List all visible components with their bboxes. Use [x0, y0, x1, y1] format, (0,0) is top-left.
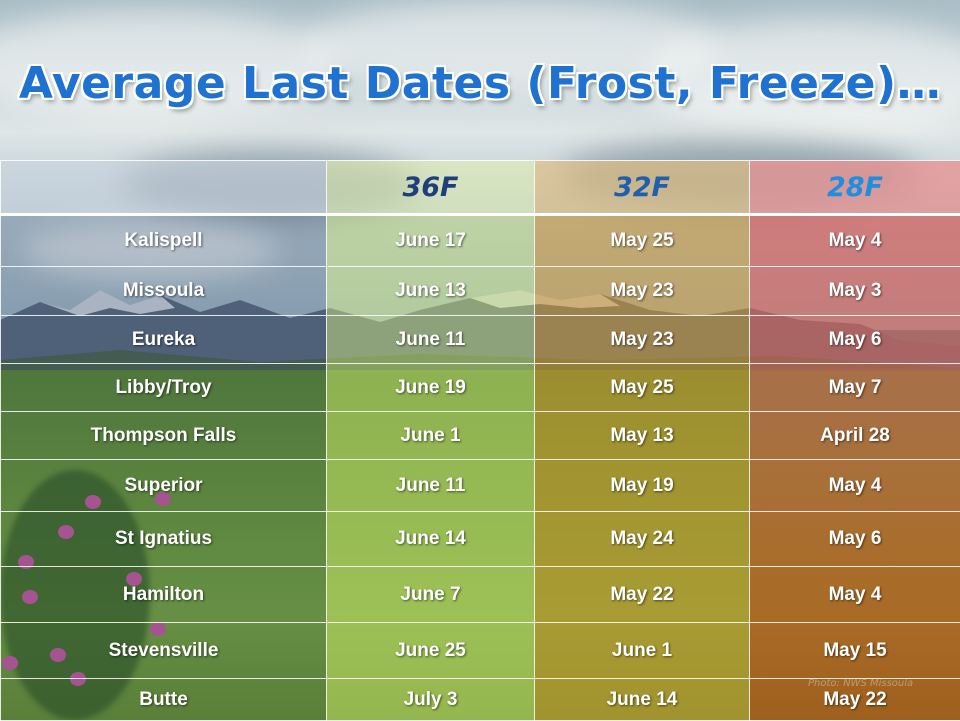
- date-36f-cell: June 17: [327, 215, 535, 267]
- photo-credit: Photo: NWS Missoula: [808, 678, 913, 689]
- location-cell: Stevensville: [1, 623, 327, 679]
- location-cell: Libby/Troy: [1, 364, 327, 412]
- location-cell: Butte: [1, 679, 327, 721]
- header-row: 36F 32F 28F: [1, 161, 960, 215]
- date-32f-cell: June 1: [535, 623, 750, 679]
- date-28f-cell: April 28: [750, 412, 960, 460]
- location-cell: St Ignatius: [1, 512, 327, 567]
- col-header-32f: 32F: [535, 161, 750, 215]
- date-36f-cell: June 7: [327, 567, 535, 623]
- date-28f-cell: May 6: [750, 316, 960, 364]
- location-header-cell: [1, 161, 327, 215]
- date-32f-cell: May 22: [535, 567, 750, 623]
- slide-title: Average Last Dates (Frost, Freeze)…: [0, 58, 960, 109]
- date-32f-cell: June 14: [535, 679, 750, 721]
- date-28f-cell: May 4: [750, 567, 960, 623]
- date-36f-cell: June 11: [327, 460, 535, 512]
- col-header-28f: 28F: [750, 161, 960, 215]
- date-32f-cell: May 24: [535, 512, 750, 567]
- date-28f-cell: May 7: [750, 364, 960, 412]
- date-36f-cell: July 3: [327, 679, 535, 721]
- date-32f-cell: May 23: [535, 267, 750, 316]
- location-cell: Eureka: [1, 316, 327, 364]
- date-28f-cell: May 6: [750, 512, 960, 567]
- date-36f-cell: June 14: [327, 512, 535, 567]
- date-32f-cell: May 23: [535, 316, 750, 364]
- date-28f-cell: May 4: [750, 460, 960, 512]
- location-cell: Kalispell: [1, 215, 327, 267]
- date-28f-cell: May 4: [750, 215, 960, 267]
- date-36f-cell: June 13: [327, 267, 535, 316]
- date-36f-cell: June 11: [327, 316, 535, 364]
- date-32f-cell: May 25: [535, 215, 750, 267]
- location-cell: Superior: [1, 460, 327, 512]
- location-cell: Hamilton: [1, 567, 327, 623]
- date-32f-cell: May 19: [535, 460, 750, 512]
- date-28f-cell: May 15: [750, 623, 960, 679]
- location-cell: Thompson Falls: [1, 412, 327, 460]
- location-cell: Missoula: [1, 267, 327, 316]
- date-36f-cell: June 19: [327, 364, 535, 412]
- date-36f-cell: June 25: [327, 623, 535, 679]
- date-36f-cell: June 1: [327, 412, 535, 460]
- col-header-36f: 36F: [327, 161, 535, 215]
- date-32f-cell: May 13: [535, 412, 750, 460]
- date-28f-cell: May 3: [750, 267, 960, 316]
- date-32f-cell: May 25: [535, 364, 750, 412]
